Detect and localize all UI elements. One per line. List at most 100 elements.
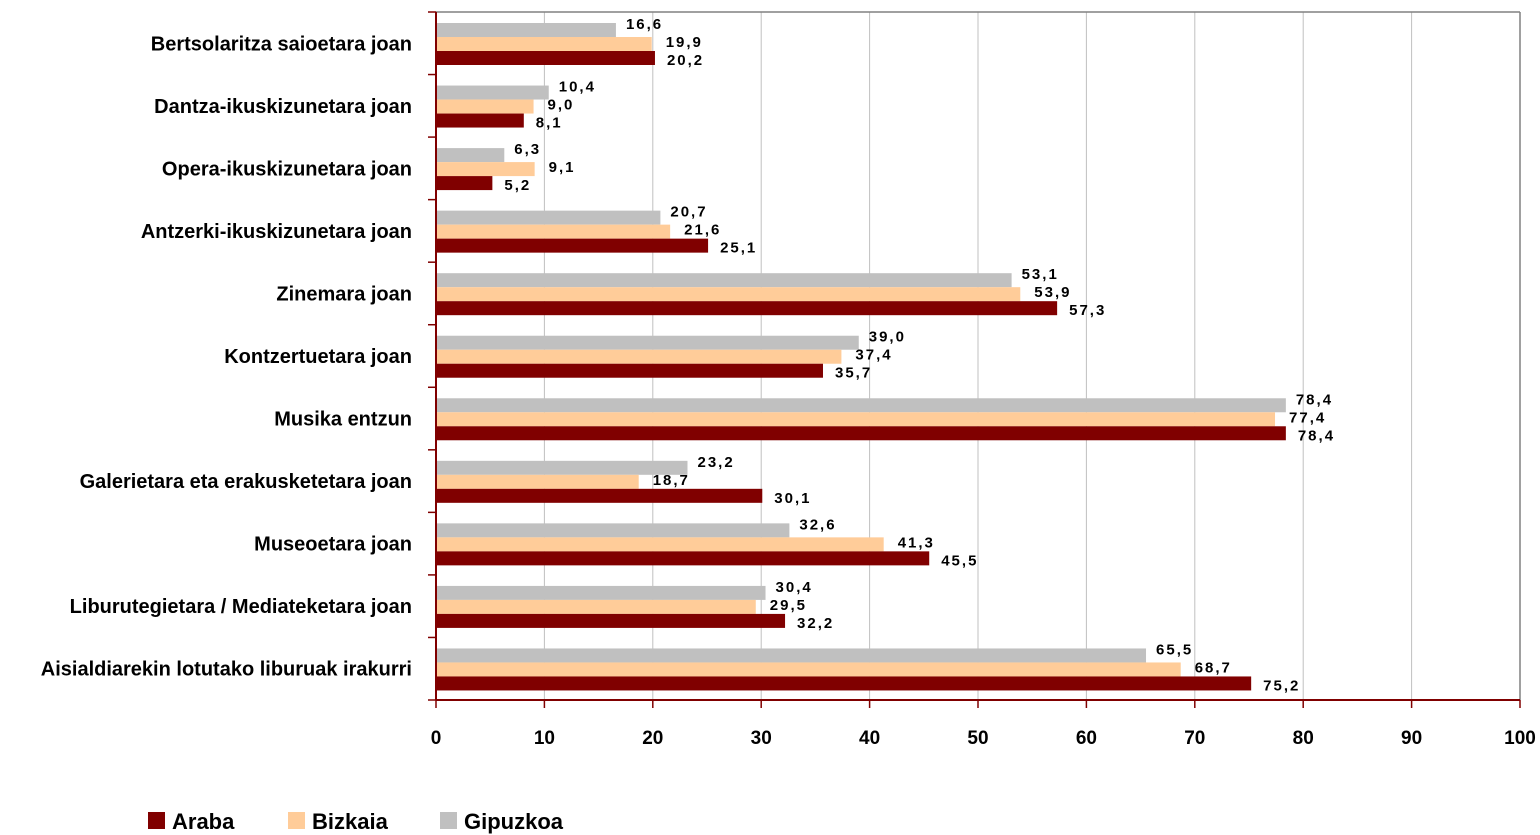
axes xyxy=(428,11,1521,708)
bar-araba xyxy=(436,176,493,191)
value-label-gipuzkoa: 30,4 xyxy=(776,579,813,596)
x-tick-label: 20 xyxy=(642,728,663,749)
bar-gipuzkoa xyxy=(436,585,766,600)
category-label: Aisialdiarekin lotutako liburuak irakurr… xyxy=(41,659,412,681)
bar-araba xyxy=(436,363,823,378)
bar-gipuzkoa xyxy=(436,460,688,475)
category-label: Museoetara joan xyxy=(254,534,412,556)
value-label-bizkaia: 29,5 xyxy=(770,597,807,614)
bar-araba xyxy=(436,551,930,566)
category-label: Bertsolaritza saioetara joan xyxy=(151,33,412,55)
bar-gipuzkoa xyxy=(436,85,549,100)
bar-araba xyxy=(436,613,786,628)
x-tick-label: 70 xyxy=(1184,728,1205,749)
x-tick-label: 80 xyxy=(1293,728,1314,749)
category-label: Kontzertuetara joan xyxy=(224,346,412,368)
bar-araba xyxy=(436,488,763,503)
bar-gipuzkoa xyxy=(436,523,790,538)
x-tick-label: 30 xyxy=(751,728,772,749)
x-tick-label: 10 xyxy=(534,728,555,749)
value-label-gipuzkoa: 39,0 xyxy=(869,329,906,346)
value-label-bizkaia: 9,1 xyxy=(549,159,576,176)
value-label-bizkaia: 37,4 xyxy=(855,347,892,364)
value-label-araba: 35,7 xyxy=(835,365,872,382)
value-label-gipuzkoa: 10,4 xyxy=(559,79,596,96)
bar-gipuzkoa xyxy=(436,398,1286,413)
value-label-gipuzkoa: 16,6 xyxy=(626,16,663,33)
x-tick-labels: 0 10 20 30 40 50 60 70 80 90 100 xyxy=(431,728,1536,749)
value-label-bizkaia: 21,6 xyxy=(684,222,721,239)
x-tick-label: 50 xyxy=(967,728,988,749)
bar-bizkaia xyxy=(436,162,535,177)
value-label-gipuzkoa: 23,2 xyxy=(697,454,734,471)
value-label-araba: 30,1 xyxy=(774,490,811,507)
category-label: Galerietara eta erakusketetara joan xyxy=(80,471,412,493)
legend-label-araba: Araba xyxy=(172,809,235,834)
value-label-bizkaia: 9,0 xyxy=(548,97,575,114)
bar-bizkaia xyxy=(436,537,884,552)
value-label-gipuzkoa: 65,5 xyxy=(1156,641,1193,658)
x-tick-label: 0 xyxy=(431,728,442,749)
x-tick-label: 90 xyxy=(1401,728,1422,749)
bar-gipuzkoa xyxy=(436,148,505,163)
bar-araba xyxy=(436,676,1252,691)
value-label-araba: 75,2 xyxy=(1263,677,1300,694)
category-label: Liburutegietara / Mediateketara joan xyxy=(70,596,412,618)
bar-araba xyxy=(436,51,655,65)
value-label-gipuzkoa: 32,6 xyxy=(799,516,836,533)
bar-bizkaia xyxy=(436,287,1021,302)
bar-bizkaia xyxy=(436,224,671,239)
legend-swatch-bizkaia xyxy=(288,812,305,829)
bar-bizkaia xyxy=(436,662,1181,677)
value-label-araba: 45,5 xyxy=(941,552,978,569)
bar-bizkaia xyxy=(436,349,842,364)
value-label-araba: 78,4 xyxy=(1298,427,1335,444)
value-label-araba: 5,2 xyxy=(504,177,531,194)
category-label: Zinemara joan xyxy=(276,283,412,305)
category-label: Dantza-ikuskizunetara joan xyxy=(154,96,412,118)
x-tick-label: 40 xyxy=(859,728,880,749)
value-label-gipuzkoa: 6,3 xyxy=(514,141,541,158)
bar-araba xyxy=(436,426,1286,441)
value-label-gipuzkoa: 78,4 xyxy=(1296,391,1333,408)
bar-gipuzkoa xyxy=(436,648,1147,663)
category-label: Musika entzun xyxy=(274,409,412,431)
bars xyxy=(436,23,1286,691)
value-label-araba: 8,1 xyxy=(536,115,563,132)
bar-bizkaia xyxy=(436,474,639,489)
category-label: Opera-ikuskizunetara joan xyxy=(162,158,412,180)
value-label-bizkaia: 53,9 xyxy=(1034,284,1071,301)
value-label-bizkaia: 18,7 xyxy=(653,472,690,489)
category-label: Antzerki-ikuskizunetara joan xyxy=(141,221,412,243)
bar-bizkaia xyxy=(436,99,534,114)
bar-araba xyxy=(436,238,709,253)
category-labels: Bertsolaritza saioetara joan Dantza-ikusk… xyxy=(41,33,412,680)
x-tick-label: 100 xyxy=(1504,728,1536,749)
value-labels: 16,619,920,210,49,08,16,39,15,220,721,62… xyxy=(504,16,1335,694)
bar-gipuzkoa xyxy=(436,23,616,37)
bar-bizkaia xyxy=(436,599,756,614)
value-label-araba: 32,2 xyxy=(797,615,834,632)
value-label-gipuzkoa: 53,1 xyxy=(1022,266,1059,283)
bar-bizkaia xyxy=(436,37,652,51)
bar-araba xyxy=(436,301,1058,316)
legend-swatch-gipuzkoa xyxy=(440,812,457,829)
bar-gipuzkoa xyxy=(436,335,859,350)
legend: Araba Bizkaia Gipuzkoa xyxy=(148,809,564,834)
bar-gipuzkoa xyxy=(436,210,661,225)
bar-gipuzkoa xyxy=(436,273,1012,288)
value-label-bizkaia: 41,3 xyxy=(898,534,935,551)
legend-label-gipuzkoa: Gipuzkoa xyxy=(464,809,564,834)
value-label-bizkaia: 19,9 xyxy=(666,34,703,51)
legend-swatch-araba xyxy=(148,812,165,829)
bar-bizkaia xyxy=(436,412,1276,427)
value-label-araba: 57,3 xyxy=(1069,302,1106,319)
legend-label-bizkaia: Bizkaia xyxy=(312,809,389,834)
value-label-bizkaia: 68,7 xyxy=(1195,659,1232,676)
x-tick-label: 60 xyxy=(1076,728,1097,749)
value-label-gipuzkoa: 20,7 xyxy=(670,204,707,221)
value-label-araba: 20,2 xyxy=(667,52,704,69)
value-label-araba: 25,1 xyxy=(720,240,757,257)
bar-araba xyxy=(436,113,524,128)
